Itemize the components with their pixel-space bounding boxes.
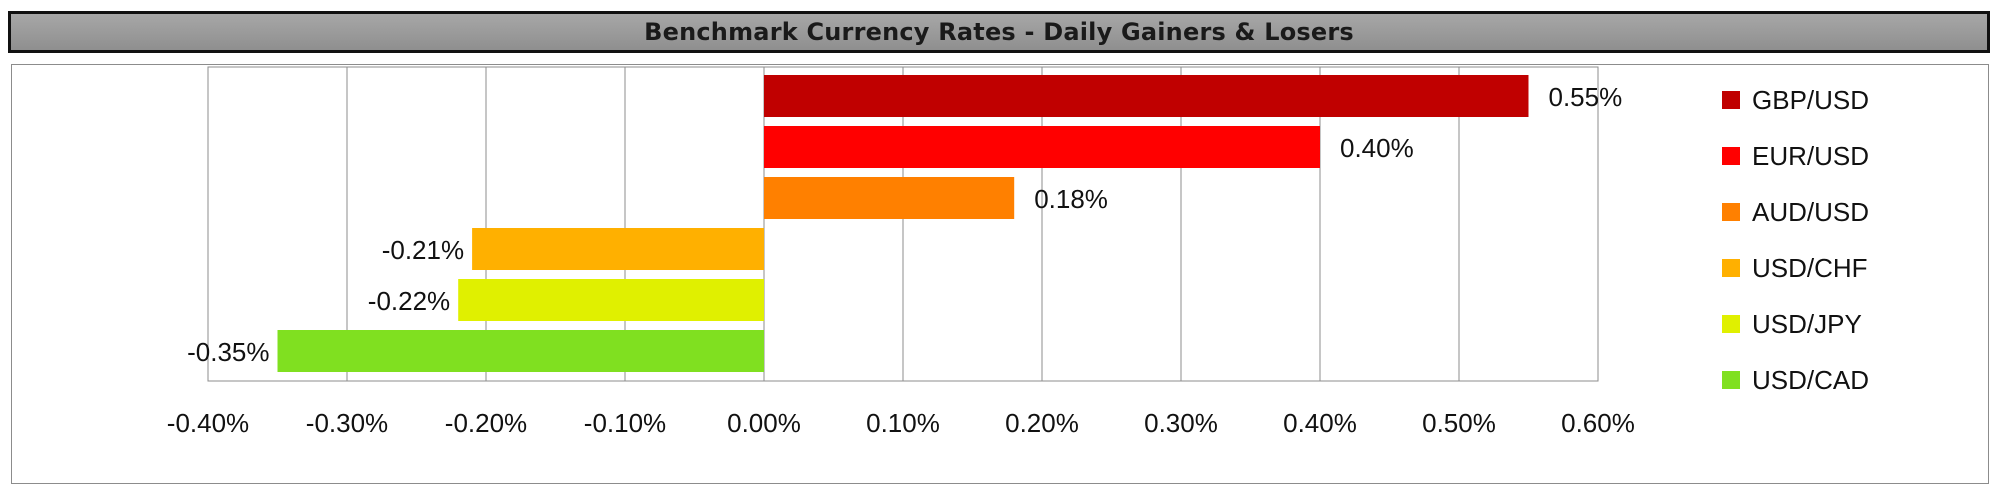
data-label-aud-usd: 0.18%: [1034, 184, 1108, 214]
legend-swatch-usd-jpy: [1722, 315, 1740, 333]
legend-label-usd-jpy: USD/JPY: [1752, 309, 1862, 339]
legend-label-usd-chf: USD/CHF: [1752, 253, 1868, 283]
legend-swatch-eur-usd: [1722, 147, 1740, 165]
bar-usd-chf: [472, 228, 764, 270]
legend-swatch-aud-usd: [1722, 203, 1740, 221]
x-tick-label: 0.40%: [1283, 408, 1357, 438]
legend-swatch-usd-chf: [1722, 259, 1740, 277]
data-label-usd-chf: -0.21%: [382, 235, 464, 265]
legend-label-gbp-usd: GBP/USD: [1752, 85, 1869, 115]
bar-gbp-usd: [764, 75, 1529, 117]
x-tick-label: -0.40%: [167, 408, 249, 438]
x-tick-label: -0.30%: [306, 408, 388, 438]
bar-aud-usd: [764, 177, 1015, 219]
legend-label-aud-usd: AUD/USD: [1752, 197, 1869, 227]
plot-area-frame: [11, 64, 1989, 484]
x-tick-label: 0.00%: [727, 408, 801, 438]
data-label-gbp-usd: 0.55%: [1549, 82, 1623, 112]
chart-title-bar: Benchmark Currency Rates - Daily Gainers…: [8, 11, 1990, 53]
x-tick-label: -0.20%: [445, 408, 527, 438]
x-tick-label: 0.30%: [1144, 408, 1218, 438]
data-label-eur-usd: 0.40%: [1340, 133, 1414, 163]
x-tick-label: -0.10%: [584, 408, 666, 438]
data-label-usd-jpy: -0.22%: [368, 286, 450, 316]
data-label-usd-cad: -0.35%: [187, 337, 269, 367]
x-tick-label: 0.60%: [1561, 408, 1635, 438]
x-tick-label: 0.10%: [866, 408, 940, 438]
legend-swatch-gbp-usd: [1722, 91, 1740, 109]
bar-usd-jpy: [458, 279, 764, 321]
legend-swatch-usd-cad: [1722, 371, 1740, 389]
legend-label-usd-cad: USD/CAD: [1752, 365, 1869, 395]
legend-label-eur-usd: EUR/USD: [1752, 141, 1869, 171]
bar-eur-usd: [764, 126, 1320, 168]
chart-title: Benchmark Currency Rates - Daily Gainers…: [644, 18, 1354, 46]
bar-usd-cad: [277, 330, 764, 372]
x-tick-label: 0.20%: [1005, 408, 1079, 438]
x-tick-label: 0.50%: [1422, 408, 1496, 438]
